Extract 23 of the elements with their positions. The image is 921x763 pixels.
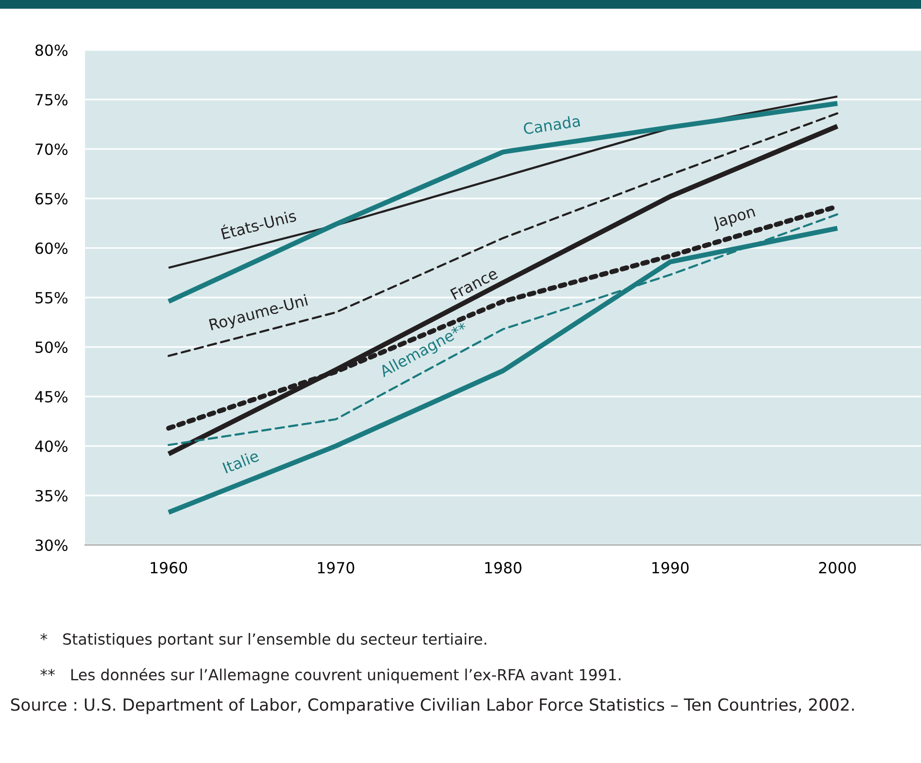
y-tick-label: 55% [36, 292, 68, 304]
text: Canada [523, 114, 580, 135]
y-tick-label: 80% [35, 44, 68, 56]
text: Italie [222, 450, 260, 474]
y-tick-label: 30% [36, 539, 68, 552]
y-tick-label: 75% [36, 94, 68, 106]
y-tick-label: 50% [36, 341, 68, 354]
y-tick-label: 60% [35, 242, 68, 254]
text: Japon [712, 206, 756, 232]
y-tick-label: 70% [36, 143, 68, 156]
x-tick-label: 1990 [652, 562, 689, 574]
y-tick-label: 45% [35, 390, 68, 403]
x-tick-label: 1980 [485, 562, 522, 574]
x-tick-label: 1970 [318, 562, 354, 574]
text: * Statistiques portant sur l’ensemble du secteur tertiaire. [40, 633, 486, 648]
y-tick-label: 40% [35, 440, 68, 452]
text: ** Les données sur l’Allemagne couvrent uniquement l’ex-RFA avant 1991. [40, 668, 620, 684]
y-tick-label: 35% [36, 490, 68, 502]
line-series [168, 95, 838, 269]
x-tick-label: 2000 [819, 562, 856, 574]
x-tick-label: 1960 [150, 562, 188, 574]
y-tick-label: 65% [35, 192, 68, 205]
source-note: Source : U.S. Department of Labor, Comparative Civilian Labor Force Statistics – Ten Countries, 2002. [11, 698, 854, 714]
